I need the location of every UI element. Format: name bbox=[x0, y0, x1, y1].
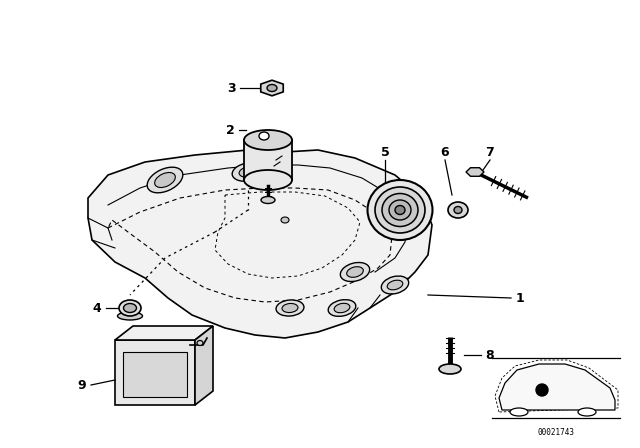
Ellipse shape bbox=[232, 163, 264, 181]
Ellipse shape bbox=[328, 300, 356, 316]
Ellipse shape bbox=[281, 217, 289, 223]
Ellipse shape bbox=[244, 170, 292, 190]
Polygon shape bbox=[195, 326, 213, 405]
Ellipse shape bbox=[118, 312, 143, 320]
Polygon shape bbox=[244, 140, 292, 180]
Text: 6: 6 bbox=[441, 146, 449, 159]
Text: 8: 8 bbox=[486, 349, 494, 362]
Ellipse shape bbox=[244, 130, 292, 150]
Polygon shape bbox=[115, 340, 195, 405]
Text: 3: 3 bbox=[228, 82, 236, 95]
Ellipse shape bbox=[395, 206, 405, 215]
Text: 7: 7 bbox=[486, 146, 494, 159]
Ellipse shape bbox=[124, 303, 136, 313]
Ellipse shape bbox=[439, 364, 461, 374]
Text: 9: 9 bbox=[77, 379, 86, 392]
Ellipse shape bbox=[119, 300, 141, 316]
Polygon shape bbox=[123, 352, 187, 397]
Ellipse shape bbox=[239, 167, 257, 177]
Ellipse shape bbox=[387, 280, 403, 290]
Ellipse shape bbox=[147, 167, 183, 193]
Ellipse shape bbox=[389, 200, 411, 220]
Ellipse shape bbox=[536, 384, 548, 396]
Ellipse shape bbox=[578, 408, 596, 416]
Ellipse shape bbox=[334, 303, 350, 313]
Text: 1: 1 bbox=[516, 292, 524, 305]
Ellipse shape bbox=[267, 85, 277, 91]
Ellipse shape bbox=[375, 187, 425, 233]
Ellipse shape bbox=[259, 132, 269, 140]
Ellipse shape bbox=[155, 172, 175, 188]
Text: 00021743: 00021743 bbox=[538, 428, 575, 437]
Ellipse shape bbox=[448, 202, 468, 218]
Polygon shape bbox=[466, 168, 484, 176]
Polygon shape bbox=[499, 364, 615, 410]
Text: 4: 4 bbox=[93, 302, 101, 314]
Ellipse shape bbox=[367, 180, 433, 240]
Ellipse shape bbox=[282, 303, 298, 313]
Ellipse shape bbox=[381, 276, 409, 294]
Ellipse shape bbox=[197, 340, 203, 345]
Ellipse shape bbox=[382, 194, 418, 227]
Ellipse shape bbox=[261, 197, 275, 203]
Ellipse shape bbox=[276, 300, 304, 316]
Text: 5: 5 bbox=[381, 146, 389, 159]
Polygon shape bbox=[88, 150, 432, 338]
Text: 2: 2 bbox=[226, 124, 234, 137]
Ellipse shape bbox=[454, 207, 462, 214]
Polygon shape bbox=[115, 326, 213, 340]
Ellipse shape bbox=[510, 408, 528, 416]
Ellipse shape bbox=[340, 263, 370, 281]
Polygon shape bbox=[260, 80, 284, 96]
Ellipse shape bbox=[347, 267, 364, 277]
